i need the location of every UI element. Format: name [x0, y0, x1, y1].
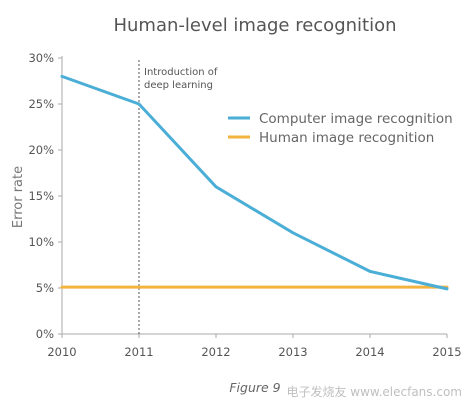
x-tick-label: 2015: [432, 345, 461, 359]
legend-label: Computer image recognition: [259, 111, 453, 127]
series-line-computer: [60, 74, 449, 291]
y-tick-label: 0%: [36, 327, 54, 341]
y-tick-label: 10%: [28, 235, 54, 249]
figure-caption: Figure 9: [229, 380, 280, 395]
annotation-text: Introduction of: [144, 67, 218, 78]
watermark: 电子发烧友 www.elecfans.com: [286, 384, 462, 399]
x-tick-label: 2011: [124, 345, 153, 359]
y-tick-label: 20%: [28, 143, 54, 157]
annotation-text: deep learning: [144, 80, 213, 91]
y-axis-label: Error rate: [11, 166, 26, 228]
x-tick-label: 2012: [201, 345, 230, 359]
annotation-group: Introduction of deep learning: [138, 60, 218, 334]
legend: Computer image recognition Human image re…: [228, 111, 453, 146]
y-tick-label: 5%: [36, 281, 54, 295]
y-tick-label: 30%: [28, 51, 54, 65]
chart-title: Human-level image recognition: [113, 15, 396, 36]
y-tick-label: 25%: [28, 97, 54, 111]
x-tick-label: 2013: [278, 345, 307, 359]
x-tick-label: 2010: [47, 345, 76, 359]
x-tick-label: 2014: [355, 345, 384, 359]
legend-label: Human image recognition: [259, 130, 434, 146]
axes: 0% 5% 10% 15% 20% 25% 30% 2010 2011 2012 2013 2014 2…: [28, 51, 461, 359]
y-tick-label: 15%: [28, 189, 54, 203]
series-group: [60, 74, 449, 291]
